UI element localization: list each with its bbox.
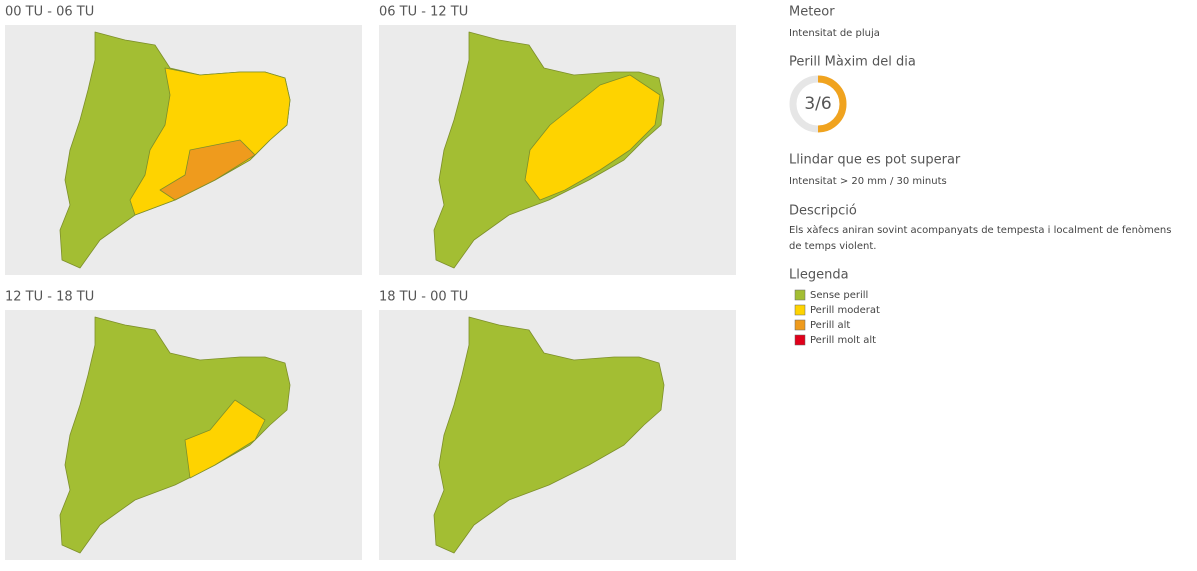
meteor: Intensitat de pluja (789, 28, 880, 39)
map-title: 06 TU - 12 TU (379, 5, 468, 20)
gauge-label: 3/6 (804, 94, 831, 114)
description-heading: Descripció (789, 204, 857, 219)
legend-swatch (794, 319, 806, 331)
legend-heading: Llegenda (789, 268, 849, 283)
description: Els xàfecs aniran sovint acompanyats de … (789, 225, 1172, 252)
map-title: 12 TU - 18 TU (5, 290, 94, 305)
region (433, 316, 665, 554)
legend-label: Perill molt alt (810, 335, 876, 346)
legend-label: Perill alt (810, 320, 850, 331)
danger-heading: Perill Màxim del dia (789, 55, 916, 70)
legend-swatch (794, 304, 806, 316)
threshold-heading: Llindar que es pot superar (789, 153, 961, 168)
map-title: 18 TU - 00 TU (379, 290, 468, 305)
region (159, 139, 256, 201)
legend-label: Perill moderat (810, 305, 880, 316)
legend-label: Sense perill (810, 290, 868, 301)
region (129, 67, 291, 216)
legend-swatch (794, 334, 806, 346)
threshold: Intensitat > 20 mm / 30 minuts (789, 176, 947, 187)
region (184, 399, 266, 479)
meteor-heading: Meteor (789, 5, 835, 20)
region (524, 74, 661, 201)
legend-swatch (794, 289, 806, 301)
map-title: 00 TU - 06 TU (5, 5, 94, 20)
gauge-arc (817, 75, 847, 133)
